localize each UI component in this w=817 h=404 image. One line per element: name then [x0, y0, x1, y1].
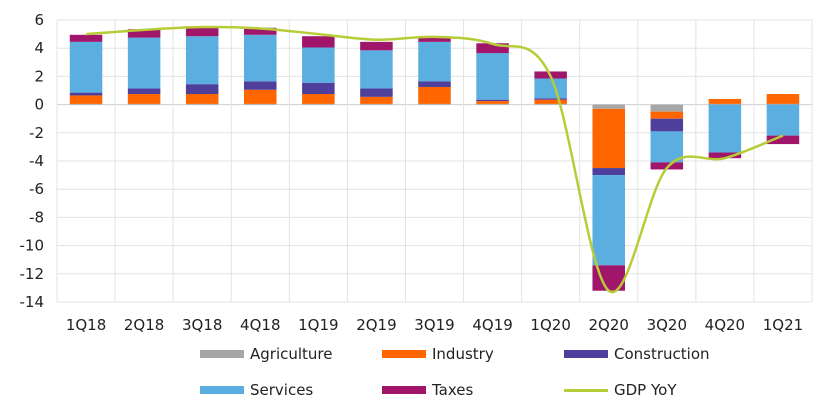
- legend-swatch-agriculture: [200, 350, 244, 358]
- chart-plot: 6 4 2 0 -2 -4 -6 -8 -10 -12 -14 1Q18 2Q18 3Q18 4Q18 1Q1…: [0, 0, 817, 340]
- x-tick-label: 1Q19: [298, 316, 338, 334]
- bar-taxes-1q18: [70, 35, 103, 42]
- bar-services-2q18: [128, 38, 161, 89]
- x-tick-label: 3Q20: [647, 316, 687, 334]
- bar-services-4q19: [476, 53, 509, 100]
- bar-construction-1q18: [70, 93, 103, 96]
- bar-services-1q18: [70, 42, 103, 93]
- x-tick-label: 3Q19: [414, 316, 454, 334]
- y-tick-label: -10: [20, 237, 45, 255]
- bar-agriculture-1q20: [534, 104, 567, 105]
- legend-swatch-industry: [382, 350, 426, 358]
- bar-industry-2q18: [128, 94, 161, 104]
- bar-industry-3q20: [651, 112, 684, 119]
- bar-services-3q20: [651, 131, 684, 162]
- legend-label-services: Services: [250, 381, 313, 399]
- y-tick-label: -12: [20, 265, 45, 283]
- y-tick-label: -4: [29, 152, 44, 170]
- bar-services-2q20: [592, 175, 625, 265]
- bar-construction-2q19: [360, 88, 393, 96]
- legend: Agriculture Industry Construction Servic…: [200, 340, 760, 404]
- legend-label-taxes: Taxes: [432, 381, 473, 399]
- bar-agriculture-1q21: [767, 104, 800, 105]
- y-tick-label: -14: [20, 293, 45, 311]
- bar-industry-4q20: [709, 99, 742, 104]
- bar-industry-3q19: [418, 87, 451, 104]
- legend-item-taxes: Taxes: [382, 381, 564, 399]
- bar-construction-1q19: [302, 83, 335, 94]
- bar-agriculture-2q18: [128, 104, 161, 105]
- legend-label-construction: Construction: [614, 345, 710, 363]
- y-tick-label: -2: [29, 124, 44, 142]
- bar-construction-1q20: [534, 98, 567, 99]
- bar-taxes-1q19: [302, 36, 335, 47]
- x-tick-label: 2Q20: [589, 316, 629, 334]
- legend-label-agriculture: Agriculture: [250, 345, 333, 363]
- bar-services-3q19: [418, 42, 451, 81]
- y-tick-label: 4: [34, 39, 44, 57]
- bar-agriculture-3q20: [651, 105, 684, 112]
- bar-agriculture-1q19: [302, 104, 335, 105]
- bar-industry-2q19: [360, 97, 393, 104]
- bar-industry-4q19: [476, 101, 509, 104]
- bar-agriculture-2q20: [592, 105, 625, 109]
- bar-services-1q20: [534, 79, 567, 99]
- bar-construction-3q19: [418, 81, 451, 87]
- bar-taxes-2q19: [360, 42, 393, 50]
- bar-agriculture-2q19: [360, 104, 393, 105]
- y-tick-label: 0: [34, 96, 44, 114]
- legend-swatch-services: [200, 386, 244, 394]
- bar-agriculture-4q20: [709, 104, 742, 105]
- x-tick-label: 1Q18: [66, 316, 106, 334]
- bar-services-1q21: [767, 105, 800, 136]
- bar-agriculture-1q18: [70, 104, 103, 105]
- bar-construction-3q18: [186, 84, 219, 94]
- bar-agriculture-3q19: [418, 104, 451, 105]
- bar-services-1q19: [302, 47, 335, 82]
- bar-agriculture-4q18: [244, 104, 277, 105]
- bar-industry-1q20: [534, 100, 567, 104]
- x-tick-label: 4Q19: [472, 316, 512, 334]
- legend-item-industry: Industry: [382, 345, 564, 363]
- bar-industry-1q21: [767, 94, 800, 104]
- legend-label-gdp-yoy: GDP YoY: [614, 381, 677, 399]
- bar-industry-1q18: [70, 95, 103, 103]
- bar-construction-2q18: [128, 88, 161, 94]
- legend-label-industry: Industry: [432, 345, 494, 363]
- bar-construction-4q19: [476, 100, 509, 101]
- legend-swatch-construction: [564, 350, 608, 358]
- x-tick-label: 2Q19: [356, 316, 396, 334]
- bar-industry-1q19: [302, 94, 335, 104]
- bar-services-4q20: [709, 105, 742, 153]
- x-tick-label: 1Q20: [530, 316, 570, 334]
- legend-item-agriculture: Agriculture: [200, 345, 382, 363]
- legend-item-gdp-yoy: GDP YoY: [564, 381, 746, 399]
- y-tick-label: -8: [29, 208, 44, 226]
- y-tick-label: 2: [34, 67, 44, 85]
- bars: [70, 26, 799, 290]
- x-tick-label: 3Q18: [182, 316, 222, 334]
- legend-item-services: Services: [200, 381, 382, 399]
- bar-construction-3q20: [651, 119, 684, 132]
- bar-industry-4q18: [244, 90, 277, 104]
- x-tick-label: 4Q20: [705, 316, 745, 334]
- x-tick-label: 4Q18: [240, 316, 280, 334]
- legend-item-construction: Construction: [564, 345, 746, 363]
- bar-services-3q18: [186, 36, 219, 84]
- bar-industry-2q20: [592, 109, 625, 168]
- bar-agriculture-4q19: [476, 104, 509, 105]
- bar-services-4q18: [244, 35, 277, 82]
- bar-construction-2q20: [592, 168, 625, 175]
- bar-agriculture-3q18: [186, 104, 219, 105]
- legend-swatch-gdp-yoy: [564, 389, 608, 392]
- bar-services-2q19: [360, 50, 393, 88]
- x-tick-label: 2Q18: [124, 316, 164, 334]
- bar-construction-4q18: [244, 81, 277, 89]
- legend-swatch-taxes: [382, 386, 426, 394]
- bar-industry-3q18: [186, 94, 219, 104]
- x-tick-label: 1Q21: [763, 316, 803, 334]
- y-tick-label: 6: [34, 11, 44, 29]
- y-tick-label: -6: [29, 180, 44, 198]
